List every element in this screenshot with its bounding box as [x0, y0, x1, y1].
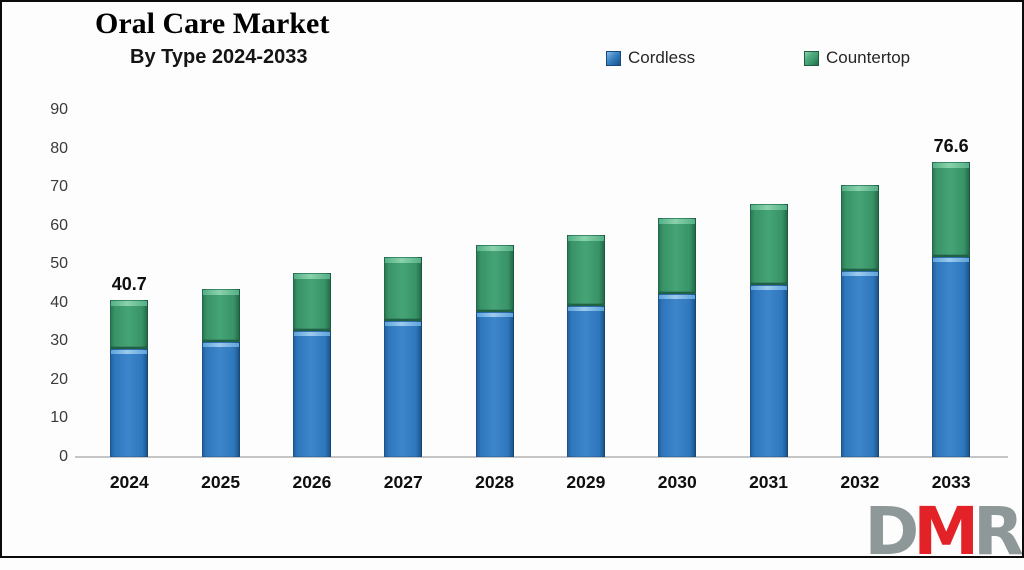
logo-letter-r: R [973, 493, 1024, 570]
bar-2032-countertop [840, 184, 879, 272]
bar-2031-cordless [749, 285, 788, 457]
x-axis-label-2031: 2031 [749, 472, 788, 492]
bar-2026-cordless [292, 331, 331, 457]
countertop-swatch-icon [804, 50, 819, 66]
logo-letter-m: M [913, 493, 979, 570]
x-axis-label-2028: 2028 [475, 472, 515, 492]
y-axis-tick-30: 30 [50, 332, 68, 350]
bar-2033-cordless [932, 256, 971, 457]
bar-2025-countertop [201, 288, 240, 343]
bar-2024-cordless [110, 349, 149, 457]
bar-2025-cordless [201, 342, 240, 457]
bar-2028-cordless [475, 311, 514, 457]
x-axis-label-2026: 2026 [292, 472, 332, 492]
cordless-swatch-icon [606, 50, 621, 66]
bar-2029-countertop [566, 234, 605, 306]
legend-label-countertop: Countertop [826, 48, 911, 67]
dmr-logo: DMR [864, 493, 1024, 570]
bar-2028-countertop [475, 244, 514, 312]
bar-2031-countertop [749, 203, 788, 286]
logo-letter-d: D [864, 493, 920, 570]
y-axis-tick-70: 70 [50, 178, 68, 196]
y-axis-tick-20: 20 [50, 370, 68, 388]
legend-label-cordless: Cordless [628, 48, 696, 67]
bar-2029-cordless [566, 305, 605, 457]
legend-item-countertop: Countertop [804, 48, 910, 68]
bar-2030-countertop [658, 218, 697, 295]
x-axis-label-2029: 2029 [566, 472, 606, 492]
x-axis-label-2027: 2027 [383, 472, 423, 492]
x-axis-label-2024: 2024 [109, 472, 149, 492]
x-axis-label-2030: 2030 [657, 472, 697, 492]
y-axis-tick-0: 0 [59, 448, 68, 465]
bar-value-label-2024: 40.7 [111, 274, 147, 295]
chart-title: Oral Care Market [95, 7, 330, 40]
bar-2027-cordless [384, 321, 423, 457]
bar-2026-countertop [292, 272, 331, 332]
x-axis-label-2033: 2033 [931, 472, 971, 492]
y-axis-tick-10: 10 [50, 409, 68, 427]
chart-subtitle: By Type 2024-2033 [130, 46, 308, 68]
y-axis-tick-80: 80 [50, 139, 68, 157]
bar-2024-countertop [110, 300, 149, 350]
y-axis-tick-90: 90 [50, 101, 68, 118]
y-axis-tick-40: 40 [50, 293, 68, 311]
bar-value-label-2033: 76.6 [933, 135, 969, 156]
x-axis-label-2025: 2025 [201, 472, 241, 492]
x-axis-label-2032: 2032 [840, 472, 880, 492]
x-axis-line [75, 456, 1008, 458]
y-axis-tick-50: 50 [50, 255, 68, 273]
bar-2033-countertop [932, 161, 971, 257]
bar-2032-cordless [840, 271, 879, 457]
bar-2027-countertop [384, 257, 423, 322]
y-axis-tick-60: 60 [50, 216, 68, 234]
legend-item-cordless: Cordless [606, 48, 695, 68]
bar-2030-cordless [658, 294, 697, 457]
